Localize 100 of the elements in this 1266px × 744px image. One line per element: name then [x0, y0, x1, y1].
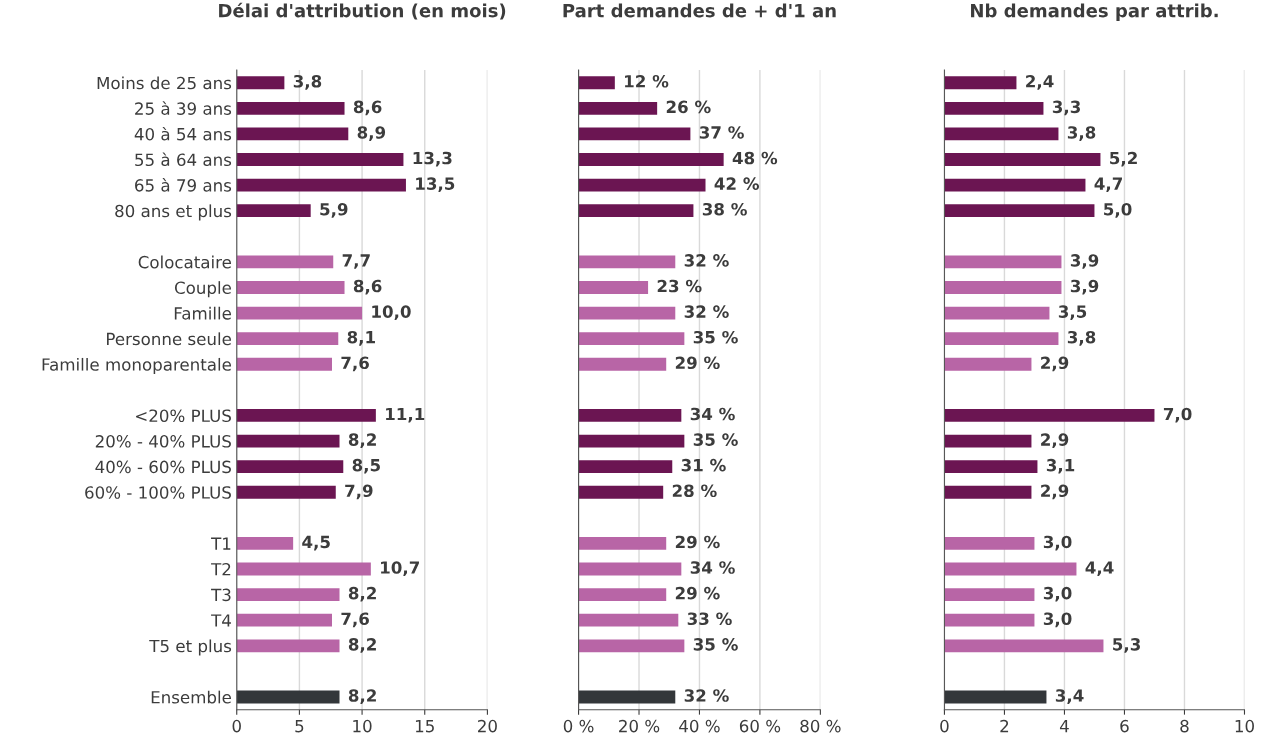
bar — [236, 76, 285, 90]
bar — [944, 306, 1050, 320]
data-label: 3,1 — [1046, 458, 1075, 474]
bar — [944, 562, 1077, 576]
data-label: 3,9 — [1070, 254, 1099, 269]
data-label: 32 % — [684, 689, 729, 702]
x-tick-label: 2 — [1000, 719, 1009, 733]
data-label: 2,9 — [1041, 433, 1069, 449]
data-label: 28 % — [672, 484, 717, 498]
data-label: 8,1 — [347, 330, 375, 346]
bar — [944, 332, 1059, 346]
chart-title: Part demandes de + d'1 an — [563, 3, 836, 18]
y-tick-label: T2 — [211, 562, 231, 576]
bar — [236, 485, 336, 499]
bar — [578, 613, 679, 627]
y-tick-label: 65 à 79 ans — [135, 178, 232, 192]
data-label: 13,3 — [413, 151, 452, 167]
data-label: 35 % — [693, 330, 738, 344]
y-tick-label: 25 à 39 ans — [135, 101, 232, 115]
data-label: 3,8 — [293, 74, 322, 90]
x-tick-label: 4 — [1059, 720, 1069, 733]
data-label: 4,7 — [1094, 177, 1122, 193]
bar — [578, 434, 685, 448]
bar — [236, 588, 340, 601]
x-tick-label: 0 % — [563, 719, 594, 733]
data-label: 29 % — [675, 535, 720, 549]
data-label: 4,4 — [1085, 561, 1114, 576]
bar — [944, 485, 1032, 499]
data-label: 29 % — [675, 586, 720, 600]
bar — [236, 178, 406, 192]
data-label: 35 % — [693, 433, 738, 446]
bar — [236, 537, 294, 550]
data-label: 8,2 — [348, 586, 376, 602]
data-label: 8,2 — [348, 638, 376, 653]
bar — [236, 357, 332, 371]
bar — [944, 281, 1062, 294]
bar — [236, 639, 340, 653]
bar — [944, 178, 1086, 192]
y-tick-label: T4 — [211, 614, 231, 627]
bar — [578, 76, 615, 90]
x-tick-label: 6 — [1120, 719, 1129, 733]
data-label: 8,9 — [357, 126, 386, 141]
data-label: 2,9 — [1041, 484, 1069, 500]
bar — [578, 485, 664, 499]
data-label: 7,6 — [341, 612, 369, 628]
x-tick-label: 8 — [1180, 719, 1189, 733]
y-tick-label: Famille — [174, 306, 231, 320]
y-tick-label: Colocataire — [138, 255, 231, 269]
y-tick-label: T5 et plus — [149, 639, 232, 656]
bar — [578, 460, 673, 474]
data-label: 11,1 — [386, 407, 425, 423]
data-label: 8,2 — [348, 689, 376, 704]
data-label: 37 % — [699, 126, 744, 139]
bar — [578, 690, 676, 704]
x-tick-label: 80 % — [800, 719, 841, 733]
bar — [236, 562, 371, 576]
bar — [944, 204, 1095, 218]
data-label: 7,9 — [345, 484, 373, 500]
x-tick-label: 10 — [1235, 719, 1254, 733]
data-label: 5,9 — [320, 202, 348, 218]
data-label: 3,8 — [1067, 330, 1096, 346]
y-tick-label: 60% - 100% PLUS — [85, 486, 231, 499]
y-tick-label: T1 — [211, 537, 231, 550]
bar — [578, 255, 676, 269]
data-label: 38 % — [702, 202, 747, 216]
bar — [944, 357, 1032, 371]
bar — [236, 332, 339, 346]
bar — [578, 537, 667, 550]
bar — [578, 281, 649, 294]
bar — [236, 409, 376, 422]
data-label: 13,5 — [416, 177, 455, 193]
bar — [236, 153, 404, 166]
data-label: 8,5 — [352, 458, 380, 474]
data-label: 35 % — [693, 638, 738, 651]
bar — [944, 409, 1155, 422]
data-label: 3,5 — [1058, 305, 1087, 321]
y-tick-label: Personne seule — [107, 332, 231, 346]
bar — [236, 613, 332, 627]
x-tick-label: 5 — [295, 720, 304, 733]
bar — [578, 153, 724, 166]
data-label: 32 % — [684, 305, 729, 318]
y-tick-label: 40% - 60% PLUS — [95, 460, 231, 474]
data-label: 3,3 — [1052, 100, 1080, 116]
data-label: 3,0 — [1043, 612, 1072, 628]
data-label: 3,4 — [1055, 689, 1084, 704]
data-label: 31 % — [681, 458, 726, 472]
bar — [578, 409, 682, 422]
data-label: 5,0 — [1104, 202, 1132, 218]
data-label: 8,2 — [348, 433, 376, 449]
data-label: 29 % — [675, 356, 720, 370]
x-tick-label: 20 — [478, 719, 497, 733]
y-tick-label: Famille monoparentale — [42, 357, 231, 375]
bar — [944, 434, 1032, 448]
bar — [236, 281, 345, 294]
y-tick-label: Moins de 25 ans — [97, 76, 232, 90]
data-label: 8,6 — [353, 100, 382, 116]
data-label: 34 % — [690, 407, 735, 421]
bar — [236, 460, 344, 474]
bar — [944, 613, 1035, 627]
bar — [578, 357, 667, 371]
